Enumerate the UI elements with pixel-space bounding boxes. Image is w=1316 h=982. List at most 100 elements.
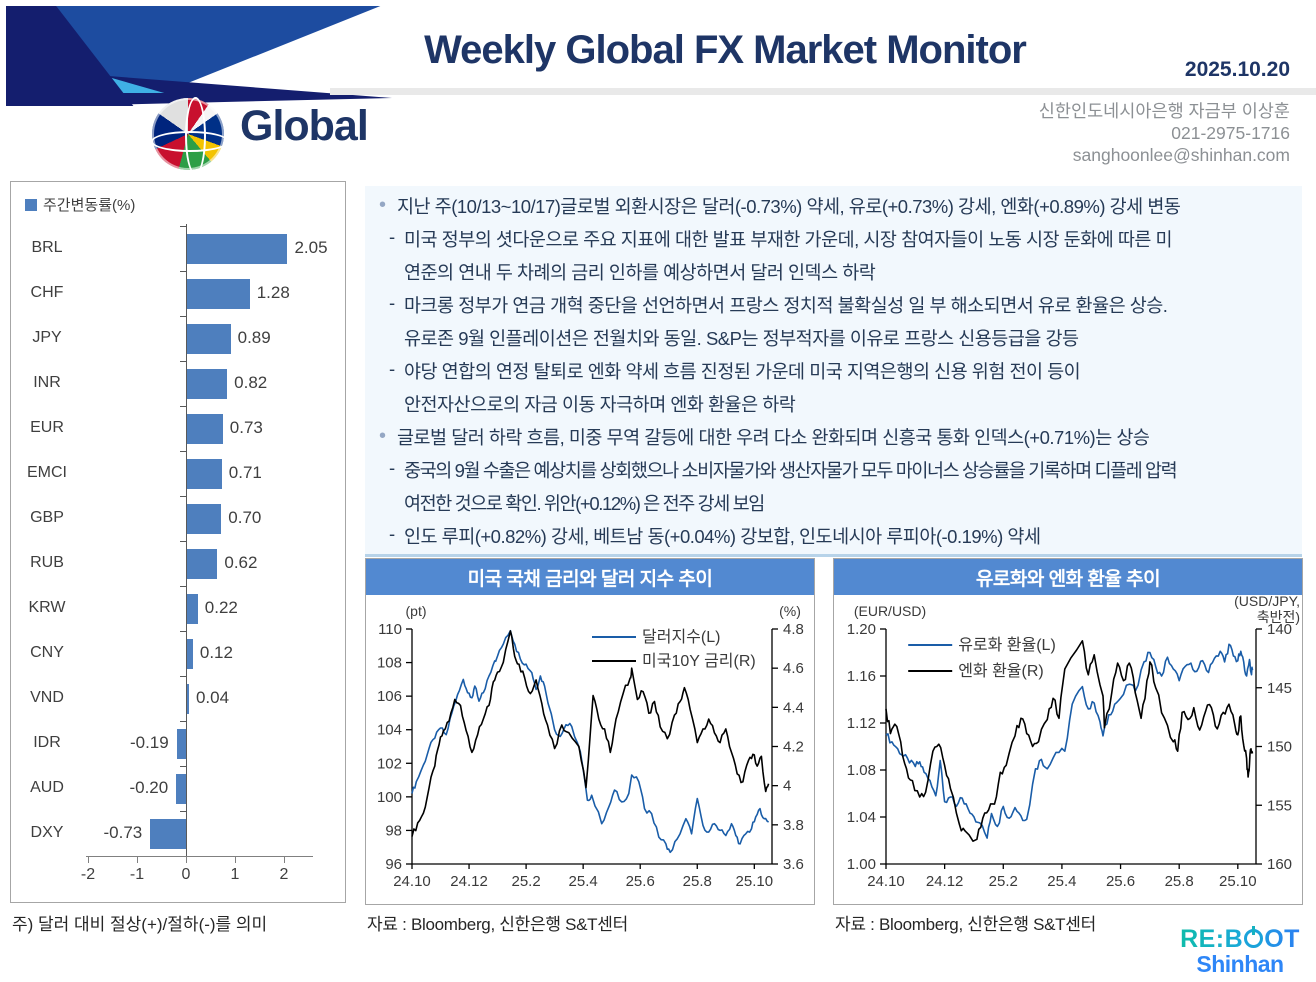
bar-category-label: GBP xyxy=(30,508,64,526)
bar-x-axis xyxy=(86,856,313,857)
commentary-line: • 지난 주(10/13~10/17)글로벌 외환시장은 달러(-0.73%) 약… xyxy=(379,193,1294,226)
svg-text:96: 96 xyxy=(385,856,402,873)
commentary-line: • 글로벌 달러 하락 흐름, 미중 무역 갈등에 대한 우려 다소 완화되며 신… xyxy=(379,424,1294,457)
reboot-shinhan-logo: RE:B OT Shinhan xyxy=(1180,926,1300,976)
bar-value-label: -0.20 xyxy=(129,777,169,797)
svg-text:24.12: 24.12 xyxy=(926,873,964,890)
svg-text:140: 140 xyxy=(1267,621,1292,638)
series-1 xyxy=(411,630,770,837)
svg-text:(%): (%) xyxy=(779,603,801,619)
bar-x-tick xyxy=(88,857,89,863)
category-axis-tick xyxy=(180,361,186,362)
svg-text:4.6: 4.6 xyxy=(783,660,804,677)
contact-block: 신한인도네시아은행 자금부 이상훈 021-2975-1716 sanghoon… xyxy=(1039,100,1290,166)
category-axis-tick xyxy=(180,316,186,317)
commentary-text: 인도 루피(+0.82%) 강세, 베트남 동(+0.04%) 강보합, 인도네… xyxy=(404,526,1041,547)
bar-x-tick-label: -2 xyxy=(80,866,96,883)
svg-text:25.6: 25.6 xyxy=(626,873,655,890)
bar-chf xyxy=(187,278,250,309)
svg-text:145: 145 xyxy=(1267,680,1292,697)
contact-email: sanghoonlee@shinhan.com xyxy=(1072,145,1290,165)
bar-value-label: -0.19 xyxy=(129,732,169,752)
commentary-text: 안전자산으로의 자금 이동 자극하며 엔화 환율은 하락 xyxy=(404,394,796,415)
report-date: 2025.10.20 xyxy=(1184,58,1290,81)
commentary-line: - 마크롱 정부가 연금 개혁 중단을 선언하면서 프랑스 정치적 불확실성 일… xyxy=(379,292,1294,325)
bar-category-label: EUR xyxy=(30,418,64,436)
bar-category-label: RUB xyxy=(30,553,64,571)
svg-text:1.04: 1.04 xyxy=(847,809,876,826)
category-axis-tick xyxy=(180,631,186,632)
svg-text:엔화 환율(R): 엔화 환율(R) xyxy=(958,662,1044,680)
bar-value-label: 1.28 xyxy=(256,282,290,302)
svg-text:24.10: 24.10 xyxy=(393,873,431,890)
bar-category-label: KRW xyxy=(28,598,66,616)
bar-x-tick-label: 1 xyxy=(230,866,240,883)
category-axis-tick xyxy=(180,271,186,272)
commentary-text: 여전한 것으로 확인. 위안(+0.12%) 은 전주 강세 보임 xyxy=(404,493,765,514)
bar-value-label: 0.71 xyxy=(228,462,262,482)
svg-text:25.6: 25.6 xyxy=(1106,873,1135,890)
series-1 xyxy=(885,640,1254,842)
bar-value-label: -0.73 xyxy=(103,822,143,842)
bar-category-label: EMCI xyxy=(27,463,67,481)
svg-text:110: 110 xyxy=(378,621,402,638)
bar-category-label: IDR xyxy=(33,733,61,751)
contact-phone: 021-2975-1716 xyxy=(1171,123,1290,143)
svg-text:미국10Y 금리(R): 미국10Y 금리(R) xyxy=(642,652,756,670)
bar-value-label: 0.70 xyxy=(228,507,262,527)
category-axis-tick xyxy=(180,586,186,587)
bar-category-label: INR xyxy=(33,373,61,391)
bar-cny xyxy=(187,638,193,669)
bar-category-label: DXY xyxy=(30,823,64,841)
chart1-source: 자료 : Bloomberg, 신한은행 S&T센터 xyxy=(367,915,628,934)
svg-text:106: 106 xyxy=(377,688,402,705)
svg-text:1.20: 1.20 xyxy=(847,621,876,638)
weekly-change-bar-panel: 주간변동률(%) BRL 2.05 CHF 1.28 JPY 0.89 INR 0.82 EUR… xyxy=(10,181,346,903)
bar-value-label: 0.12 xyxy=(199,642,233,662)
bar-chart-note: 주) 달러 대비 절상(+)/절하(-)를 의미 xyxy=(12,915,268,934)
section-label: Global xyxy=(240,102,369,150)
svg-text:1.16: 1.16 xyxy=(847,668,876,685)
bar-aud xyxy=(176,773,186,804)
svg-text:25.10: 25.10 xyxy=(736,873,774,890)
shinhan-wordmark: Shinhan xyxy=(1196,951,1284,977)
svg-text:유로화 환율(L): 유로화 환율(L) xyxy=(958,636,1056,654)
page-title: Weekly Global FX Market Monitor xyxy=(424,28,1027,72)
svg-text:25.2: 25.2 xyxy=(989,873,1018,890)
bar-idr xyxy=(176,728,186,759)
commentary-line: - 인도 루피(+0.82%) 강세, 베트남 동(+0.04%) 강보합, 인도… xyxy=(379,523,1294,556)
bar-inr xyxy=(187,368,228,399)
bar-x-tick-label: 0 xyxy=(181,866,191,883)
svg-text:1.08: 1.08 xyxy=(847,762,876,779)
bar-x-tick-label: 2 xyxy=(279,866,289,883)
category-axis-tick xyxy=(180,406,186,407)
commentary-text: 중국의 9월 수출은 예상치를 상회했으나 소비자물가와 생산자물가 모두 마이… xyxy=(404,460,1178,481)
svg-text:25.10: 25.10 xyxy=(1219,873,1257,890)
svg-text:4.2: 4.2 xyxy=(783,739,804,756)
bar-value-label: 0.04 xyxy=(195,687,230,707)
svg-text:3.6: 3.6 xyxy=(783,856,804,873)
commentary-text: 유로존 9월 인플레이션은 전월치와 동일. S&P는 정부적자를 이유로 프랑… xyxy=(404,328,1079,349)
commentary-line: 안전자산으로의 자금 이동 자극하며 엔화 환율은 하락 xyxy=(379,391,1294,424)
reboot-wordmark: RE:B OT xyxy=(1180,925,1300,953)
commentary-line: - 미국 정부의 셧다운으로 주요 지표에 대한 발표 부재한 가운데, 시장 참… xyxy=(379,226,1294,259)
bar-value-label: 0.73 xyxy=(229,417,263,437)
bar-x-tick xyxy=(235,857,236,863)
svg-text:108: 108 xyxy=(377,655,402,672)
bar-dxy xyxy=(150,818,186,849)
svg-text:100: 100 xyxy=(377,789,402,806)
category-axis-tick xyxy=(180,721,186,722)
svg-text:(USD/JPY,: (USD/JPY, xyxy=(1234,595,1300,609)
svg-text:155: 155 xyxy=(1267,797,1292,814)
svg-text:150: 150 xyxy=(1267,739,1292,756)
bar-category-label: CNY xyxy=(30,643,64,661)
bar-value-label: 2.05 xyxy=(294,237,328,257)
eur-jpy-chart-panel: 유로화와 엔화 환율 추이 1.20 1.16 1.12 1.08 1.04 1.00 14… xyxy=(833,558,1303,905)
svg-text:160: 160 xyxy=(1267,856,1292,873)
bar-emci xyxy=(187,458,222,489)
category-axis-tick xyxy=(180,451,186,452)
chart1-title: 미국 국채 금리와 달러 지수 추이 xyxy=(366,559,814,595)
bar-brl xyxy=(187,233,288,264)
svg-text:25.4: 25.4 xyxy=(1047,873,1076,890)
